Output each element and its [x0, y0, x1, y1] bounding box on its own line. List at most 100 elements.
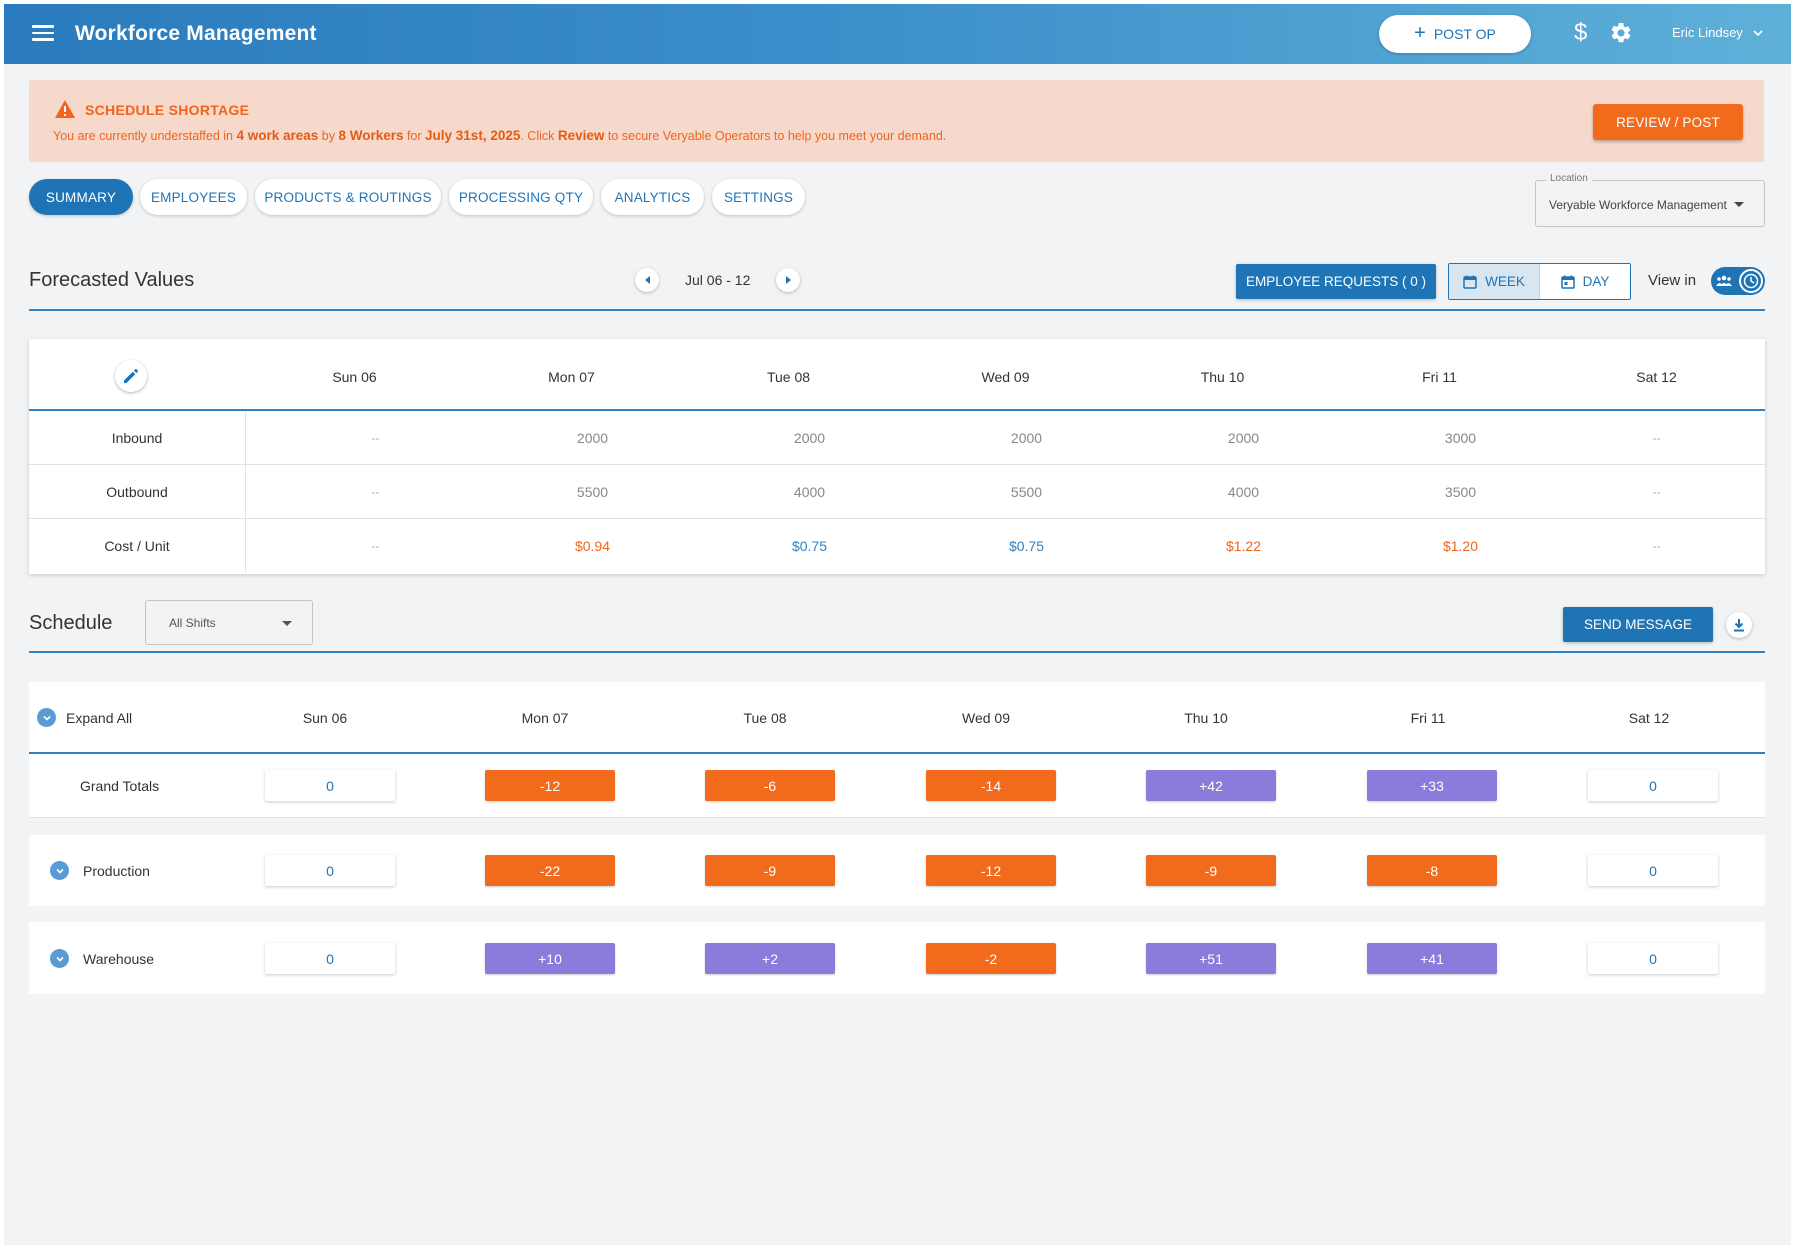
- hamburger-menu-icon[interactable]: [32, 25, 54, 43]
- schedule-cell[interactable]: -14: [926, 770, 1056, 801]
- production-toggle[interactable]: Production: [50, 861, 150, 880]
- tab-analytics[interactable]: ANALYTICS: [601, 179, 704, 215]
- schedule-day-header: Tue 08: [743, 710, 787, 726]
- chevron-down-icon: [37, 708, 56, 727]
- location-select[interactable]: Location Veryable Workforce Management: [1535, 173, 1765, 227]
- prev-week-button[interactable]: [635, 268, 659, 292]
- schedule-cell[interactable]: 0: [265, 943, 395, 974]
- forecast-cell: $1.22: [1225, 538, 1262, 554]
- caret-down-icon: [1734, 202, 1744, 207]
- forecast-day-header: Sun 06: [332, 369, 377, 385]
- review-post-button[interactable]: REVIEW / POST: [1593, 104, 1743, 140]
- schedule-cell[interactable]: -22: [485, 855, 615, 886]
- row-label: Outbound: [29, 465, 246, 519]
- tab-settings[interactable]: SETTINGS: [712, 179, 805, 215]
- warehouse-toggle[interactable]: Warehouse: [50, 949, 154, 968]
- view-in-switch[interactable]: [1711, 267, 1765, 295]
- alert-message: You are currently understaffed in 4 work…: [53, 128, 947, 143]
- clock-icon: [1743, 273, 1759, 289]
- forecast-day-header: Tue 08: [766, 369, 811, 385]
- tab-processing-qty[interactable]: PROCESSING QTY: [449, 179, 593, 215]
- forecast-cell: $0.75: [791, 538, 828, 554]
- schedule-cell[interactable]: +51: [1146, 943, 1276, 974]
- schedule-cell[interactable]: -12: [926, 855, 1056, 886]
- schedule-cell[interactable]: -8: [1367, 855, 1497, 886]
- schedule-cell[interactable]: +33: [1367, 770, 1497, 801]
- tab-summary[interactable]: SUMMARY: [29, 179, 133, 215]
- post-op-label: POST OP: [1433, 26, 1496, 42]
- forecast-cell: --: [371, 485, 380, 499]
- shift-filter-select[interactable]: All Shifts: [145, 600, 313, 645]
- tab-employees[interactable]: EMPLOYEES: [140, 179, 247, 215]
- schedule-cell[interactable]: 0: [1588, 770, 1718, 801]
- edit-forecast-button[interactable]: [115, 360, 147, 392]
- schedule-divider: [29, 651, 1765, 653]
- forecast-cell: $0.75: [1008, 538, 1045, 554]
- schedule-day-header: Sat 12: [1628, 710, 1670, 726]
- schedule-cell[interactable]: -9: [705, 855, 835, 886]
- schedule-cell[interactable]: +2: [705, 943, 835, 974]
- schedule-cell[interactable]: +42: [1146, 770, 1276, 801]
- warehouse-label: Warehouse: [83, 950, 155, 967]
- next-week-button[interactable]: [776, 268, 800, 292]
- schedule-cell[interactable]: -12: [485, 770, 615, 801]
- schedule-cell[interactable]: 0: [1588, 855, 1718, 886]
- week-day-toggle: WEEK DAY: [1448, 263, 1631, 300]
- forecast-cell: --: [371, 539, 380, 553]
- forecast-divider: [29, 309, 1765, 311]
- user-menu[interactable]: Eric Lindsey: [1672, 25, 1763, 40]
- schedule-cell[interactable]: 0: [265, 770, 395, 801]
- forecast-cell: 5500: [1010, 484, 1043, 500]
- view-in-label: View in: [1648, 272, 1697, 289]
- forecast-cell: 2000: [1010, 430, 1043, 446]
- pencil-icon: [124, 369, 138, 383]
- schedule-cell[interactable]: +10: [485, 943, 615, 974]
- warehouse-row: Warehouse 0 +10 +2 -2 +51 +41 0: [29, 922, 1765, 994]
- schedule-table-header: Expand All Sun 06 Mon 07 Tue 08 Wed 09 T…: [29, 682, 1765, 754]
- forecast-day-header: Wed 09: [981, 369, 1030, 385]
- row-label: Cost / Unit: [29, 519, 246, 573]
- send-message-button[interactable]: SEND MESSAGE: [1563, 607, 1713, 642]
- forecast-row-inbound: Inbound -- 2000 2000 2000 2000 3000 --: [29, 411, 1765, 465]
- location-label: Location: [1546, 173, 1592, 184]
- plus-icon: +: [1414, 22, 1426, 44]
- app-window: Workforce Management + POST OP $ Eric Li…: [4, 4, 1791, 1245]
- week-toggle-button[interactable]: WEEK: [1449, 264, 1540, 299]
- shift-filter-value: All Shifts: [169, 616, 216, 630]
- expand-all-toggle[interactable]: Expand All: [37, 708, 132, 727]
- schedule-title: Schedule: [29, 612, 113, 634]
- chevron-down-icon: [1753, 29, 1763, 36]
- schedule-cell[interactable]: -9: [1146, 855, 1276, 886]
- expand-all-label: Expand All: [66, 709, 133, 726]
- forecast-day-header: Mon 07: [548, 369, 595, 385]
- schedule-cell[interactable]: +41: [1367, 943, 1497, 974]
- schedule-cell[interactable]: -2: [926, 943, 1056, 974]
- tab-products-routings[interactable]: PRODUCTS & ROUTINGS: [255, 179, 441, 215]
- day-toggle-button[interactable]: DAY: [1540, 264, 1630, 299]
- warning-icon: [55, 100, 75, 118]
- employee-requests-button[interactable]: EMPLOYEE REQUESTS ( 0 ): [1236, 264, 1436, 299]
- schedule-cell[interactable]: 0: [265, 855, 395, 886]
- gear-icon[interactable]: [1609, 21, 1633, 45]
- row-label: Inbound: [29, 411, 246, 465]
- top-bar: Workforce Management + POST OP $ Eric Li…: [4, 4, 1791, 64]
- caret-left-icon: [644, 276, 650, 284]
- schedule-cell[interactable]: 0: [1588, 943, 1718, 974]
- location-value: Veryable Workforce Management: [1549, 198, 1727, 212]
- forecast-cell: --: [371, 431, 380, 445]
- download-icon: [1734, 619, 1744, 632]
- forecast-cell: 2000: [793, 430, 826, 446]
- forecast-cell: 3000: [1444, 430, 1477, 446]
- forecast-row-cost-unit: Cost / Unit -- $0.94 $0.75 $0.75 $1.22 $…: [29, 519, 1765, 573]
- forecast-cell: 2000: [576, 430, 609, 446]
- download-button[interactable]: [1726, 612, 1752, 638]
- switch-knob: [1739, 269, 1763, 293]
- forecast-cell: $0.94: [574, 538, 611, 554]
- post-op-button[interactable]: + POST OP: [1379, 15, 1531, 53]
- forecast-cell: --: [1652, 539, 1661, 553]
- dollar-icon[interactable]: $: [1574, 19, 1588, 46]
- forecast-day-header: Sat 12: [1636, 369, 1677, 385]
- week-range: Jul 06 - 12: [685, 272, 751, 288]
- forecast-day-header: Thu 10: [1200, 369, 1245, 385]
- schedule-cell[interactable]: -6: [705, 770, 835, 801]
